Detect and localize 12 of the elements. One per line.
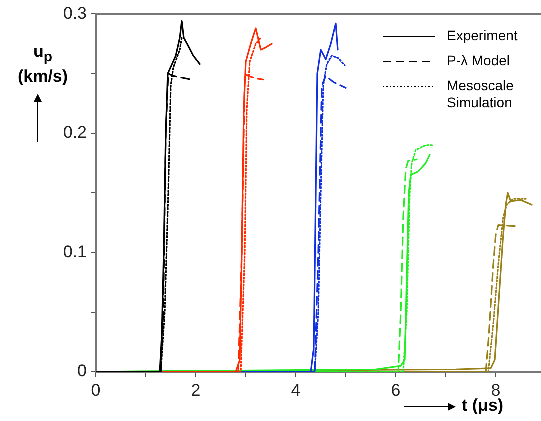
y-tick-label: 0 [78, 362, 87, 381]
legend-label: Mesoscale Simulation [447, 78, 514, 111]
y-axis-title: u$_{p}$ (km/s) [16, 42, 70, 86]
y-tick-label: 0.1 [63, 242, 87, 262]
x-tick-label: 6 [391, 380, 401, 400]
x-tick-label: 2 [191, 380, 201, 400]
x-tick-label: 4 [291, 380, 301, 400]
legend-label: Experiment [447, 28, 518, 44]
y-tick-label: 0.3 [63, 4, 87, 23]
y-tick-label: 0.2 [63, 123, 87, 142]
x-tick-label: 0 [91, 380, 101, 400]
legend-label: P-λ Model [447, 52, 510, 69]
